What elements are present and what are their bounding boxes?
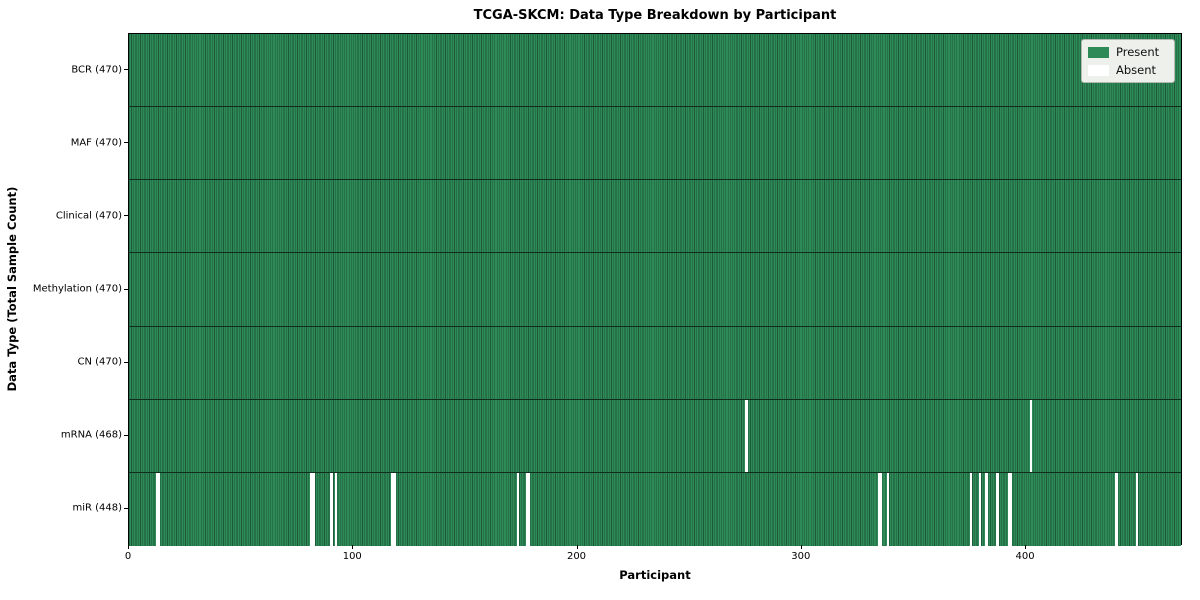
legend-swatch-absent (1088, 64, 1109, 76)
absent-mark (978, 472, 981, 546)
absent-mark (516, 472, 519, 546)
absent-mark (1007, 472, 1011, 546)
heatmap-row-Clinical (129, 180, 1181, 254)
legend-label: Absent (1116, 63, 1157, 77)
y-axis-title: Data Type (Total Sample Count) (5, 186, 19, 392)
plot-area (128, 33, 1182, 546)
heatmap-row-Methylation (129, 253, 1181, 327)
x-tick-label-200: 200 (566, 551, 587, 562)
absent-mark (1030, 399, 1033, 472)
x-axis-title: Participant (619, 568, 691, 582)
absent-mark (525, 472, 528, 546)
legend-item-present: Present (1088, 45, 1167, 59)
absent-mark (393, 472, 396, 546)
absent-mark (334, 472, 338, 546)
heatmap-row-MAF (129, 107, 1181, 181)
y-tick-label-CN: CN (470) (77, 356, 122, 368)
heatmap-row-CN (129, 326, 1181, 400)
y-tick-label-BCR: BCR (470) (71, 64, 122, 76)
y-tick-mark (124, 142, 128, 144)
absent-mark (390, 472, 394, 546)
heatmap-row-mRNA (129, 399, 1181, 473)
chart-title: TCGA-SKCM: Data Type Breakdown by Partic… (473, 8, 837, 23)
x-tick-label-0: 0 (124, 551, 132, 562)
legend-label: Present (1116, 45, 1160, 59)
absent-mark (1115, 472, 1118, 546)
absent-mark (969, 472, 972, 546)
absent-mark (527, 472, 531, 546)
x-tick-mark (800, 545, 802, 549)
y-tick-mark (124, 434, 128, 436)
x-tick-label-300: 300 (791, 551, 811, 562)
absent-mark (877, 472, 880, 546)
absent-mark (310, 472, 313, 546)
y-tick-label-miR: miR (448) (72, 502, 122, 514)
absent-mark (745, 399, 748, 472)
absent-mark (330, 472, 333, 546)
legend-item-absent: Absent (1088, 63, 1167, 77)
legend-swatch-present (1088, 46, 1109, 58)
x-tick-mark (576, 545, 578, 549)
heatmap-row-miR (129, 472, 1181, 546)
x-tick-mark (128, 545, 129, 549)
absent-mark (312, 472, 315, 546)
x-tick-label-100: 100 (342, 551, 362, 562)
y-tick-label-Clinical: Clinical (470) (55, 210, 122, 222)
y-tick-mark (124, 507, 128, 509)
absent-mark (985, 472, 988, 546)
y-tick-mark (124, 69, 128, 71)
y-tick-label-mRNA: mRNA (468) (60, 429, 122, 441)
x-tick-mark (352, 545, 354, 549)
y-tick-mark (124, 215, 128, 217)
absent-mark (886, 472, 889, 546)
y-tick-label-MAF: MAF (470) (70, 137, 122, 149)
x-tick-label-400: 400 (1015, 551, 1035, 562)
y-tick-label-Methylation: Methylation (470) (32, 283, 122, 295)
absent-mark (996, 472, 999, 546)
y-tick-mark (124, 361, 128, 363)
absent-mark (155, 472, 158, 546)
absent-mark (1009, 472, 1013, 546)
legend: Present Absent (1081, 39, 1175, 83)
absent-mark (1135, 472, 1138, 546)
y-tick-mark (124, 288, 128, 290)
absent-mark (157, 472, 161, 546)
heatmap-row-BCR (129, 34, 1181, 108)
absent-mark (879, 472, 883, 546)
x-tick-mark (1025, 545, 1027, 549)
